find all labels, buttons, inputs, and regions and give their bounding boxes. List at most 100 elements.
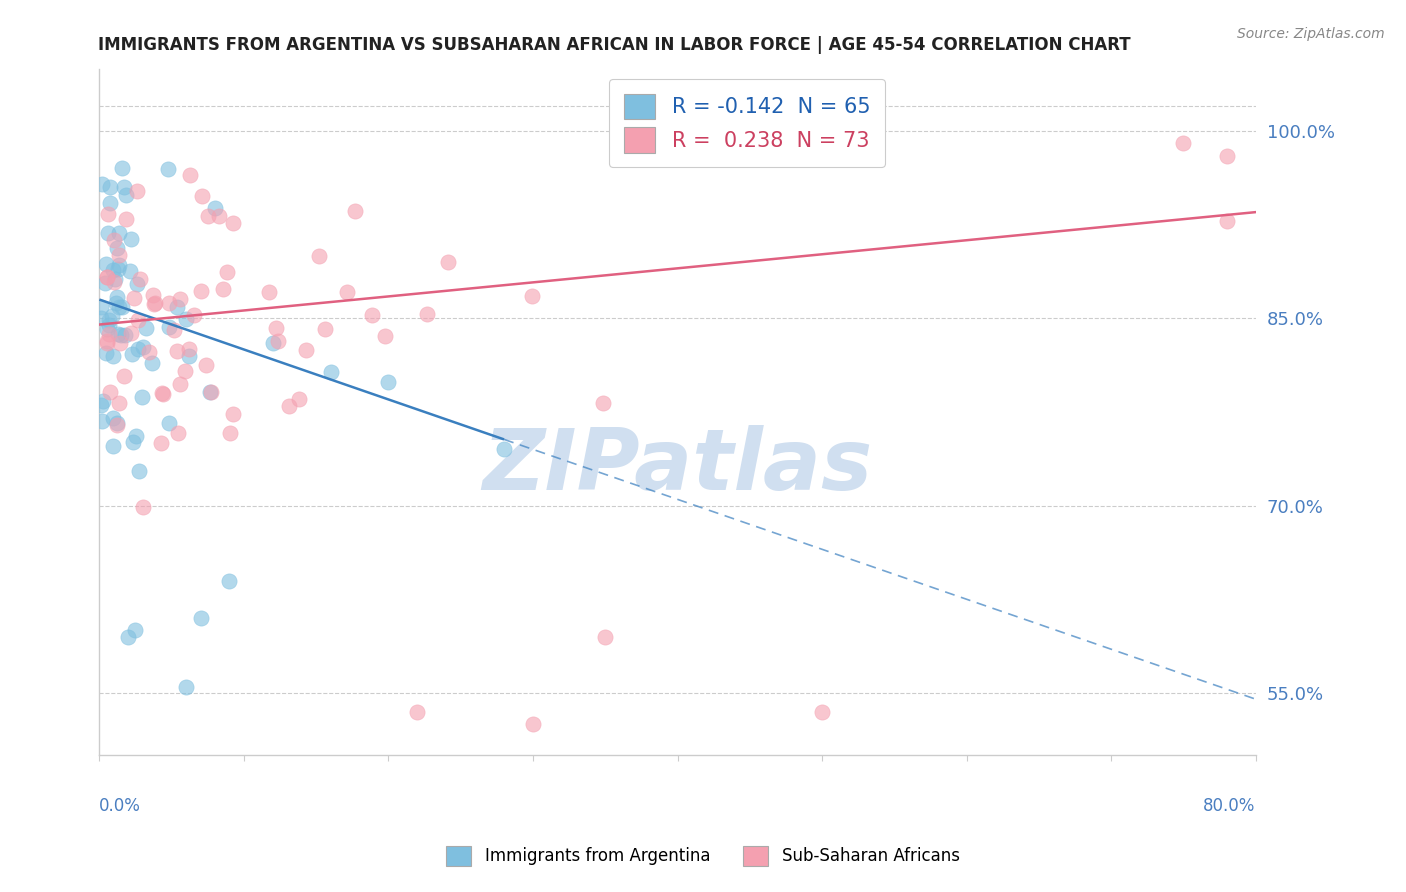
Point — [592, 396, 614, 410]
Point — [204, 201, 226, 215]
Point — [135, 320, 157, 334]
Point — [167, 426, 190, 441]
Point — [98, 312, 121, 326]
Point — [94, 346, 117, 360]
Point — [90, 178, 112, 192]
Point — [108, 226, 131, 240]
Point — [522, 289, 544, 303]
Point — [1173, 136, 1195, 151]
Point — [262, 336, 284, 351]
Point — [166, 344, 188, 359]
Point — [267, 334, 290, 348]
Point — [344, 204, 367, 219]
Point — [593, 630, 616, 644]
Point — [108, 258, 131, 272]
Point — [127, 312, 149, 326]
Point — [219, 425, 242, 440]
Legend: Immigrants from Argentina, Sub-Saharan Africans: Immigrants from Argentina, Sub-Saharan A… — [433, 832, 973, 880]
Point — [190, 284, 212, 298]
Point — [222, 216, 245, 230]
Point — [143, 296, 166, 310]
Point — [120, 264, 142, 278]
Point — [94, 276, 117, 290]
Point — [110, 327, 132, 342]
Point — [90, 311, 112, 326]
Point — [266, 321, 288, 335]
Point — [120, 326, 142, 340]
Point — [120, 231, 142, 245]
Point — [149, 436, 172, 450]
Point — [212, 281, 235, 295]
Point — [200, 384, 222, 399]
Point — [90, 414, 112, 428]
Text: ZIPatlas: ZIPatlas — [482, 425, 873, 508]
Point — [314, 322, 336, 336]
Point — [179, 349, 201, 363]
Point — [108, 336, 131, 351]
Point — [111, 161, 134, 175]
Point — [142, 297, 165, 311]
Point — [97, 226, 120, 240]
Point — [1216, 149, 1239, 163]
Point — [111, 300, 134, 314]
Point — [360, 308, 382, 322]
Point — [114, 212, 136, 227]
Point — [107, 262, 129, 277]
Point — [121, 434, 143, 449]
Point — [105, 417, 128, 432]
Point — [197, 209, 219, 223]
Point — [811, 705, 834, 719]
Point — [163, 323, 186, 337]
Point — [115, 188, 138, 202]
Point — [96, 334, 118, 348]
Point — [121, 347, 143, 361]
Point — [108, 247, 131, 261]
Point — [98, 195, 121, 210]
Point — [96, 257, 118, 271]
Point — [222, 408, 245, 422]
Point — [105, 296, 128, 310]
Point — [122, 291, 145, 305]
Point — [157, 417, 180, 431]
Point — [125, 277, 148, 292]
Point — [108, 300, 131, 314]
Point — [198, 384, 221, 399]
Point — [105, 290, 128, 304]
Text: 80.0%: 80.0% — [1204, 797, 1256, 814]
Point — [117, 630, 139, 644]
Point — [93, 393, 115, 408]
Point — [96, 270, 118, 285]
Point — [416, 307, 439, 321]
Point — [96, 322, 118, 336]
Point — [108, 395, 131, 409]
Point — [101, 439, 124, 453]
Point — [190, 611, 212, 625]
Point — [725, 120, 748, 134]
Point — [156, 161, 179, 176]
Point — [494, 442, 516, 456]
Point — [169, 377, 191, 392]
Point — [105, 416, 128, 430]
Point — [105, 241, 128, 255]
Point — [215, 265, 238, 279]
Point — [177, 343, 200, 357]
Point — [138, 345, 160, 359]
Point — [377, 375, 399, 389]
Point — [191, 188, 214, 202]
Point — [157, 319, 180, 334]
Point — [166, 301, 188, 315]
Legend: R = -0.142  N = 65, R =  0.238  N = 73: R = -0.142 N = 65, R = 0.238 N = 73 — [609, 78, 884, 168]
Text: 0.0%: 0.0% — [100, 797, 141, 814]
Point — [308, 249, 330, 263]
Point — [101, 410, 124, 425]
Point — [131, 390, 153, 404]
Point — [294, 343, 316, 358]
Point — [257, 285, 280, 300]
Point — [141, 356, 163, 370]
Point — [336, 285, 359, 299]
Point — [98, 385, 121, 400]
Point — [101, 349, 124, 363]
Point — [98, 327, 121, 342]
Point — [174, 312, 197, 326]
Point — [103, 275, 125, 289]
